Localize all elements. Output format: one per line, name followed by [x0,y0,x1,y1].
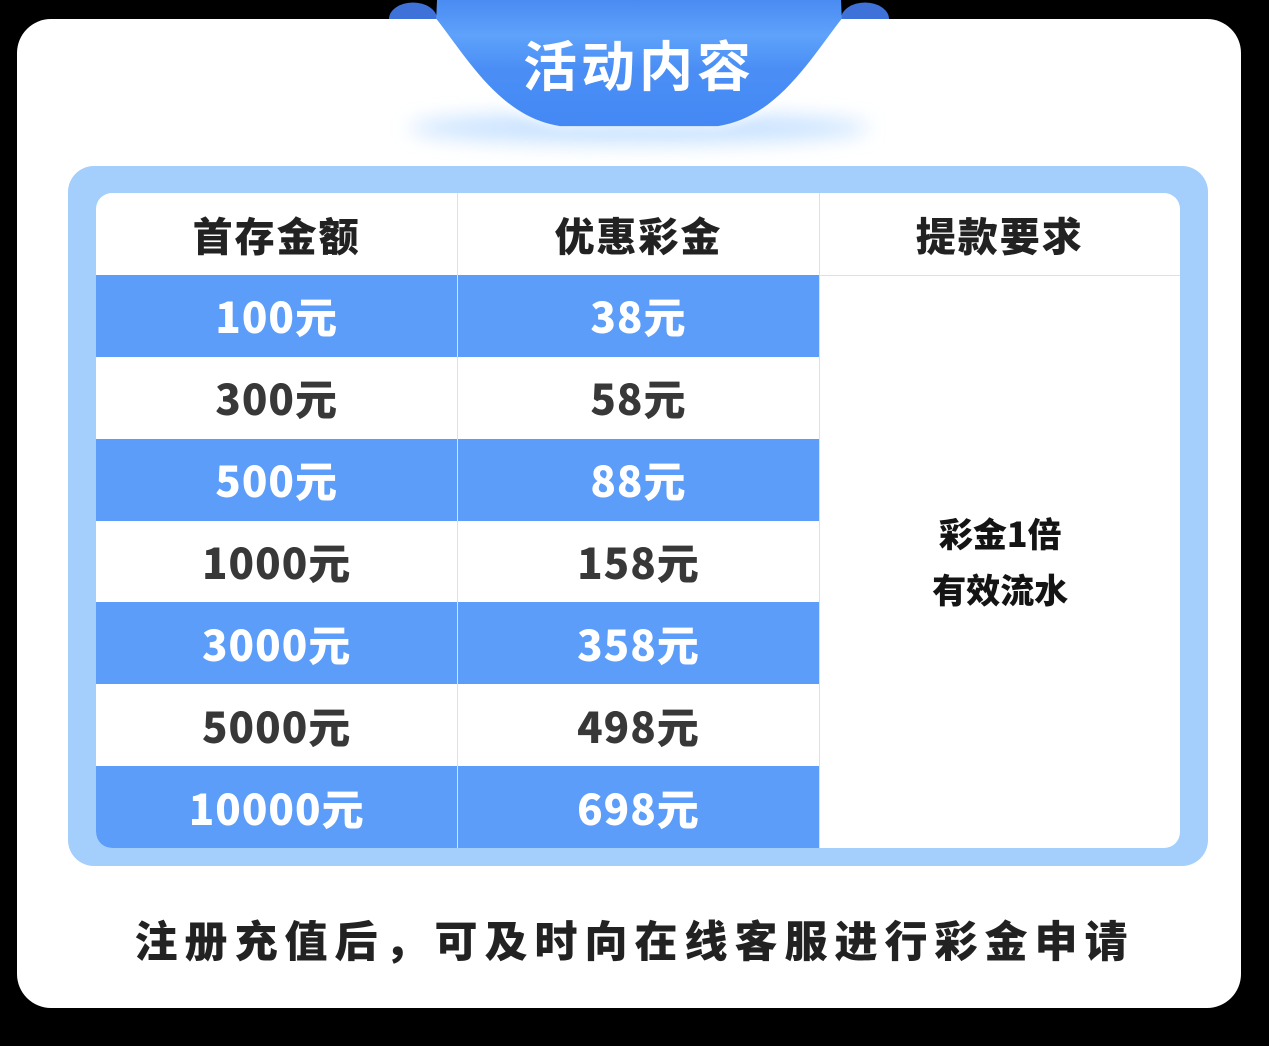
svg-text:活动内容: 活动内容 [523,23,755,102]
